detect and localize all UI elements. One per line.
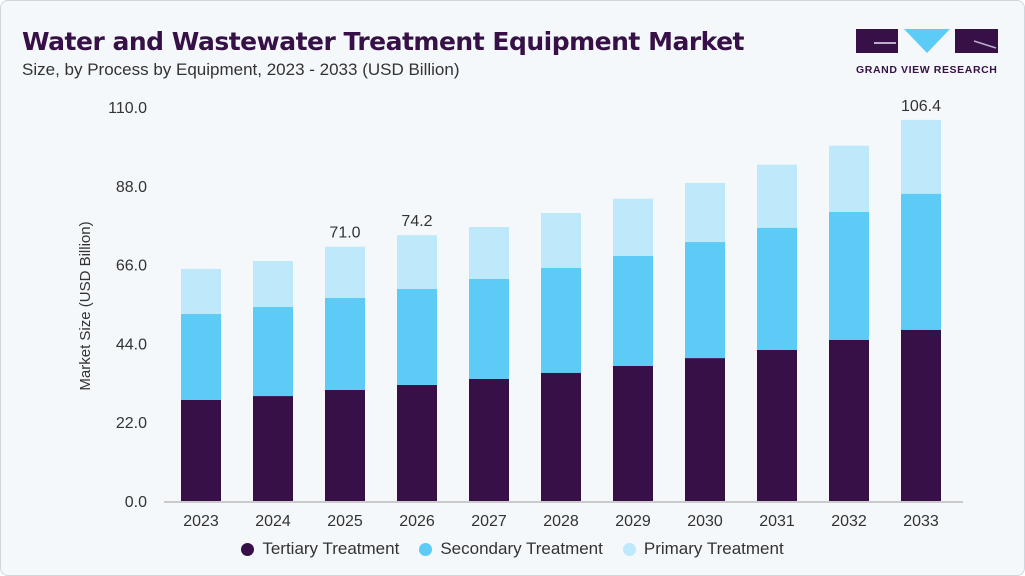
bar-primary-treatment-2023	[181, 268, 221, 315]
y-tick-label: 66.0	[116, 258, 147, 275]
grand-view-research-logo: GRAND VIEW RESEARCH	[856, 29, 1001, 76]
legend-label: Tertiary Treatment	[262, 539, 400, 558]
bar-tertiary-treatment-2033	[901, 329, 941, 501]
logo-text: GRAND VIEW RESEARCH	[856, 64, 998, 76]
legend: Tertiary Treatment Secondary Treatment Pri…	[1, 539, 1024, 559]
bar-tertiary-treatment-2030	[685, 358, 725, 501]
y-tick-label: 22.0	[116, 415, 147, 432]
legend-swatch-icon	[419, 542, 433, 556]
legend-label: Secondary Treatment	[440, 539, 603, 558]
bar-tertiary-treatment-2025	[325, 389, 365, 501]
y-tick-label: 44.0	[116, 336, 147, 353]
bar-secondary-treatment-2033	[901, 193, 941, 330]
bar-secondary-treatment-2027	[469, 278, 509, 379]
legend-label: Primary Treatment	[643, 539, 784, 558]
bar-tertiary-treatment-2024	[253, 396, 293, 501]
bar-tertiary-treatment-2026	[397, 384, 437, 501]
data-label-2025: 71.0	[329, 225, 360, 242]
bar-tertiary-treatment-2028	[541, 372, 581, 501]
x-tick-label: 2026	[399, 513, 435, 530]
bar-primary-treatment-2024	[253, 261, 293, 307]
bar-secondary-treatment-2024	[253, 306, 293, 397]
bar-primary-treatment-2030	[685, 182, 725, 243]
x-tick-label: 2023	[183, 513, 219, 530]
legend-swatch-icon	[622, 542, 636, 556]
y-tick-label: 110.0	[108, 100, 147, 117]
legend-item: Secondary Treatment	[419, 539, 603, 559]
bar-tertiary-treatment-2027	[469, 378, 509, 501]
x-tick-label: 2031	[759, 513, 795, 530]
chart-title: Water and Wastewater Treatment Equipment…	[22, 27, 745, 56]
x-tick-label: 2028	[543, 513, 579, 530]
legend-swatch-icon	[241, 542, 255, 556]
x-tick-label: 2029	[615, 513, 651, 530]
y-tick-label: 0.0	[125, 494, 147, 511]
bar-primary-treatment-2027	[469, 226, 509, 279]
x-tick-label: 2025	[327, 513, 363, 530]
bar-primary-treatment-2033	[901, 119, 941, 194]
legend-item: Tertiary Treatment	[241, 539, 399, 559]
bar-tertiary-treatment-2031	[757, 349, 797, 501]
data-label-2026: 74.2	[401, 213, 432, 230]
x-tick-label: 2033	[903, 513, 939, 530]
bar-tertiary-treatment-2029	[613, 365, 653, 501]
x-tick-label: 2032	[831, 513, 867, 530]
bar-secondary-treatment-2023	[181, 314, 221, 400]
legend-item: Primary Treatment	[622, 539, 784, 559]
bar-secondary-treatment-2026	[397, 288, 437, 385]
x-tick-label: 2030	[687, 513, 723, 530]
bar-tertiary-treatment-2032	[829, 339, 869, 501]
x-tick-label: 2024	[255, 513, 291, 530]
bar-secondary-treatment-2029	[613, 256, 653, 366]
bar-primary-treatment-2025	[325, 246, 365, 298]
bar-primary-treatment-2026	[397, 235, 437, 289]
y-axis-label: Market Size (USD Billion)	[77, 221, 94, 390]
chart-subtitle: Size, by Process by Equipment, 2023 - 20…	[22, 60, 460, 79]
bar-secondary-treatment-2025	[325, 297, 365, 390]
bar-primary-treatment-2031	[757, 164, 797, 228]
y-tick-label: 88.0	[116, 179, 147, 196]
data-label-2033: 106.4	[901, 98, 941, 115]
bar-secondary-treatment-2031	[757, 227, 797, 350]
bar-primary-treatment-2032	[829, 145, 869, 212]
bar-secondary-treatment-2028	[541, 267, 581, 373]
bar-tertiary-treatment-2023	[181, 399, 221, 501]
bar-primary-treatment-2029	[613, 198, 653, 257]
bar-primary-treatment-2028	[541, 213, 581, 268]
bar-secondary-treatment-2030	[685, 242, 725, 359]
bar-secondary-treatment-2032	[829, 211, 869, 340]
logo-mark-icon	[856, 29, 998, 53]
x-tick-label: 2027	[471, 513, 507, 530]
